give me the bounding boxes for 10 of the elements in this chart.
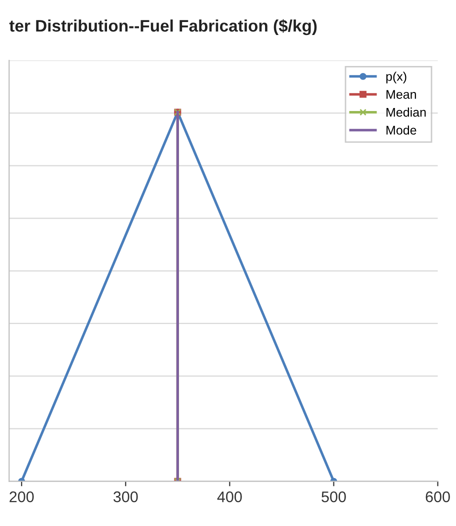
legend-label: p(x) <box>386 72 406 84</box>
legend-label: Mean <box>386 90 416 99</box>
x-tick-label: 300 <box>113 491 138 502</box>
chart-title: ter Distribution--Fuel Fabrication ($/kg) <box>9 19 317 36</box>
legend-label: Mode <box>386 125 416 135</box>
legend-label: Median <box>386 108 426 117</box>
x-tick-label: 500 <box>322 491 346 502</box>
x-tick-label: 400 <box>217 491 242 502</box>
x-tick-label: 200 <box>10 491 34 502</box>
x-tick-label: 600 <box>426 491 450 502</box>
